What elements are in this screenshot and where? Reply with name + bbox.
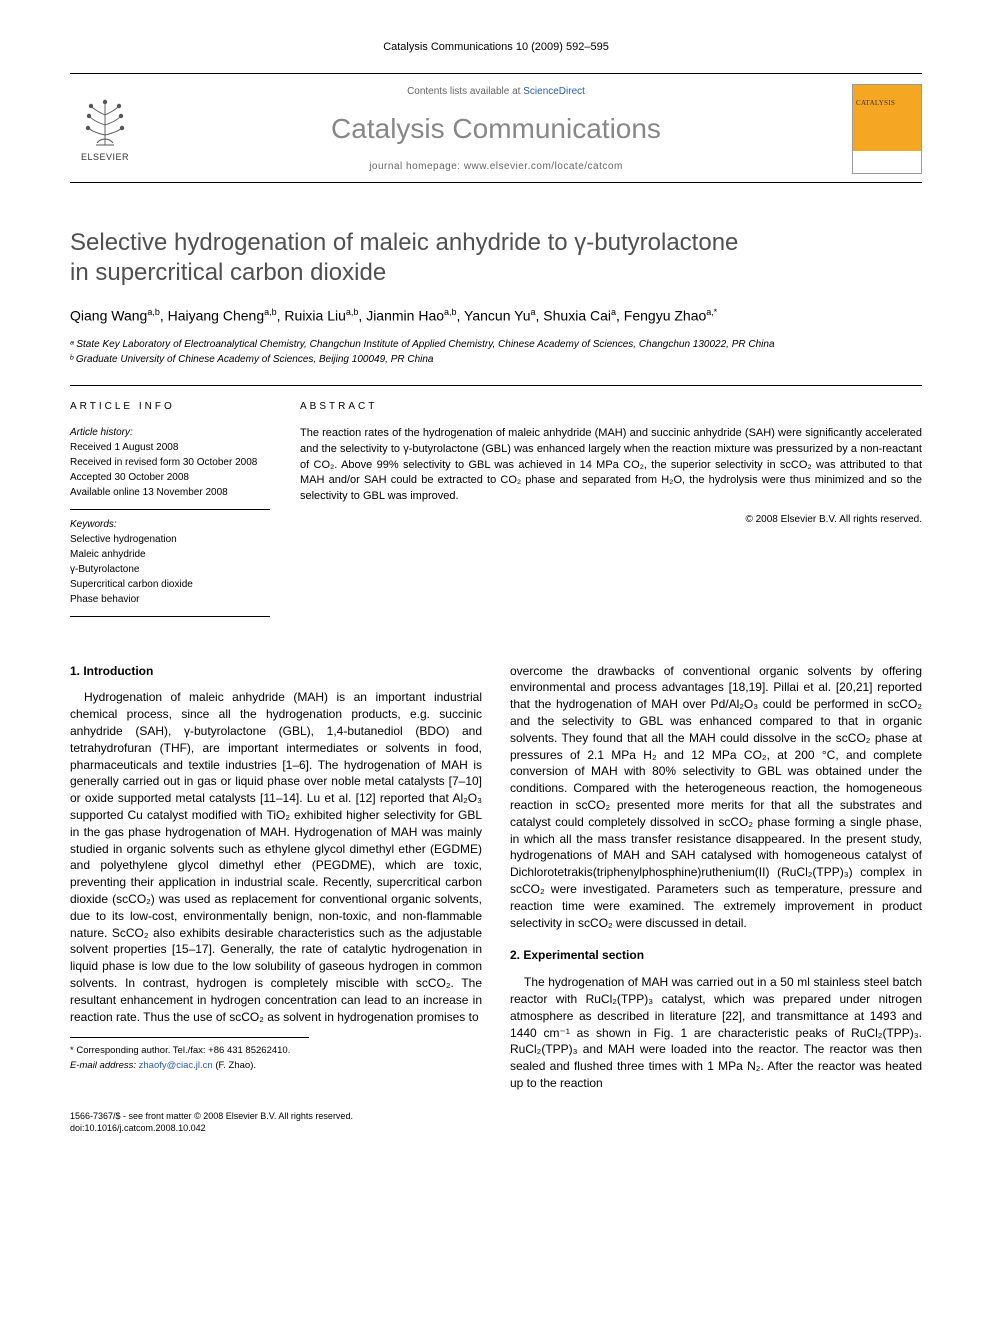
abstract-text: The reaction rates of the hydrogenation … — [300, 426, 922, 506]
keywords-block: Keywords: Selective hydrogenation Maleic… — [70, 518, 270, 617]
body-column-left: 1. Introduction Hydrogenation of maleic … — [70, 663, 482, 1092]
footer-metadata: 1566-7367/$ - see front matter © 2008 El… — [70, 1110, 922, 1135]
issn-line: 1566-7367/$ - see front matter © 2008 El… — [70, 1110, 922, 1123]
corr-email-line: E-mail address: zhaofy@ciac.jl.cn (F. Zh… — [70, 1059, 309, 1072]
contents-prefix: Contents lists available at — [407, 86, 523, 97]
corr-author-line: * Corresponding author. Tel./fax: +86 43… — [70, 1044, 309, 1057]
homepage-url[interactable]: www.elsevier.com/locate/catcom — [464, 161, 623, 172]
affiliations: ᵃ State Key Laboratory of Electroanalyti… — [70, 337, 922, 367]
elsevier-logo: ELSEVIER — [70, 89, 140, 169]
abstract-label: ABSTRACT — [300, 400, 922, 414]
journal-name: Catalysis Communications — [154, 109, 838, 148]
history-received: Received 1 August 2008 — [70, 441, 270, 455]
history-revised: Received in revised form 30 October 2008 — [70, 456, 270, 470]
banner-center: Contents lists available at ScienceDirec… — [154, 85, 838, 174]
email-label: E-mail address: — [70, 1060, 136, 1071]
homepage-prefix: journal homepage: — [369, 161, 464, 172]
section-2-heading: 2. Experimental section — [510, 947, 922, 964]
corr-email-name: (F. Zhao). — [215, 1060, 256, 1071]
cover-title: CATALYSIS — [856, 99, 895, 109]
intro-paragraph-left: Hydrogenation of maleic anhydride (MAH) … — [70, 689, 482, 1025]
article-info-label: ARTICLE INFO — [70, 400, 270, 414]
journal-cover-thumbnail: CATALYSIS — [852, 84, 922, 174]
intro-paragraph-right: overcome the drawbacks of conventional o… — [510, 663, 922, 932]
contents-available-line: Contents lists available at ScienceDirec… — [154, 85, 838, 99]
history-heading: Article history: — [70, 426, 270, 440]
keyword-item: Selective hydrogenation — [70, 533, 270, 547]
affiliation-b: ᵇ Graduate University of Chinese Academy… — [70, 352, 922, 367]
body-text-columns: 1. Introduction Hydrogenation of maleic … — [70, 663, 922, 1092]
corresponding-author-footnote: * Corresponding author. Tel./fax: +86 43… — [70, 1037, 309, 1072]
sciencedirect-link[interactable]: ScienceDirect — [523, 86, 585, 97]
experimental-paragraph: The hydrogenation of MAH was carried out… — [510, 974, 922, 1092]
keyword-item: Phase behavior — [70, 593, 270, 607]
journal-homepage: journal homepage: www.elsevier.com/locat… — [154, 160, 838, 174]
publisher-name: ELSEVIER — [81, 151, 129, 164]
article-title: Selective hydrogenation of maleic anhydr… — [70, 228, 922, 288]
keyword-item: Maleic anhydride — [70, 548, 270, 562]
history-online: Available online 13 November 2008 — [70, 486, 270, 500]
running-header: Catalysis Communications 10 (2009) 592–5… — [70, 40, 922, 55]
corr-email-link[interactable]: zhaofy@ciac.jl.cn — [139, 1060, 213, 1071]
elsevier-tree-icon — [78, 95, 132, 149]
abstract-column: ABSTRACT The reaction rates of the hydro… — [300, 400, 922, 617]
history-accepted: Accepted 30 October 2008 — [70, 471, 270, 485]
section-1-heading: 1. Introduction — [70, 663, 482, 680]
author-list: Qiang Wanga,b, Haiyang Chenga,b, Ruixia … — [70, 306, 922, 326]
article-info-column: ARTICLE INFO Article history: Received 1… — [70, 400, 270, 617]
keyword-item: γ-Butyrolactone — [70, 563, 270, 577]
affiliation-a: ᵃ State Key Laboratory of Electroanalyti… — [70, 337, 922, 352]
journal-banner: ELSEVIER Contents lists available at Sci… — [70, 73, 922, 183]
body-column-right: overcome the drawbacks of conventional o… — [510, 663, 922, 1092]
article-history-block: Article history: Received 1 August 2008 … — [70, 426, 270, 510]
title-line-1: Selective hydrogenation of maleic anhydr… — [70, 229, 738, 256]
keyword-item: Supercritical carbon dioxide — [70, 578, 270, 592]
info-abstract-section: ARTICLE INFO Article history: Received 1… — [70, 385, 922, 617]
title-line-2: in supercritical carbon dioxide — [70, 259, 386, 286]
abstract-copyright: © 2008 Elsevier B.V. All rights reserved… — [300, 513, 922, 527]
doi-line: doi:10.1016/j.catcom.2008.10.042 — [70, 1122, 922, 1135]
keywords-heading: Keywords: — [70, 518, 270, 532]
